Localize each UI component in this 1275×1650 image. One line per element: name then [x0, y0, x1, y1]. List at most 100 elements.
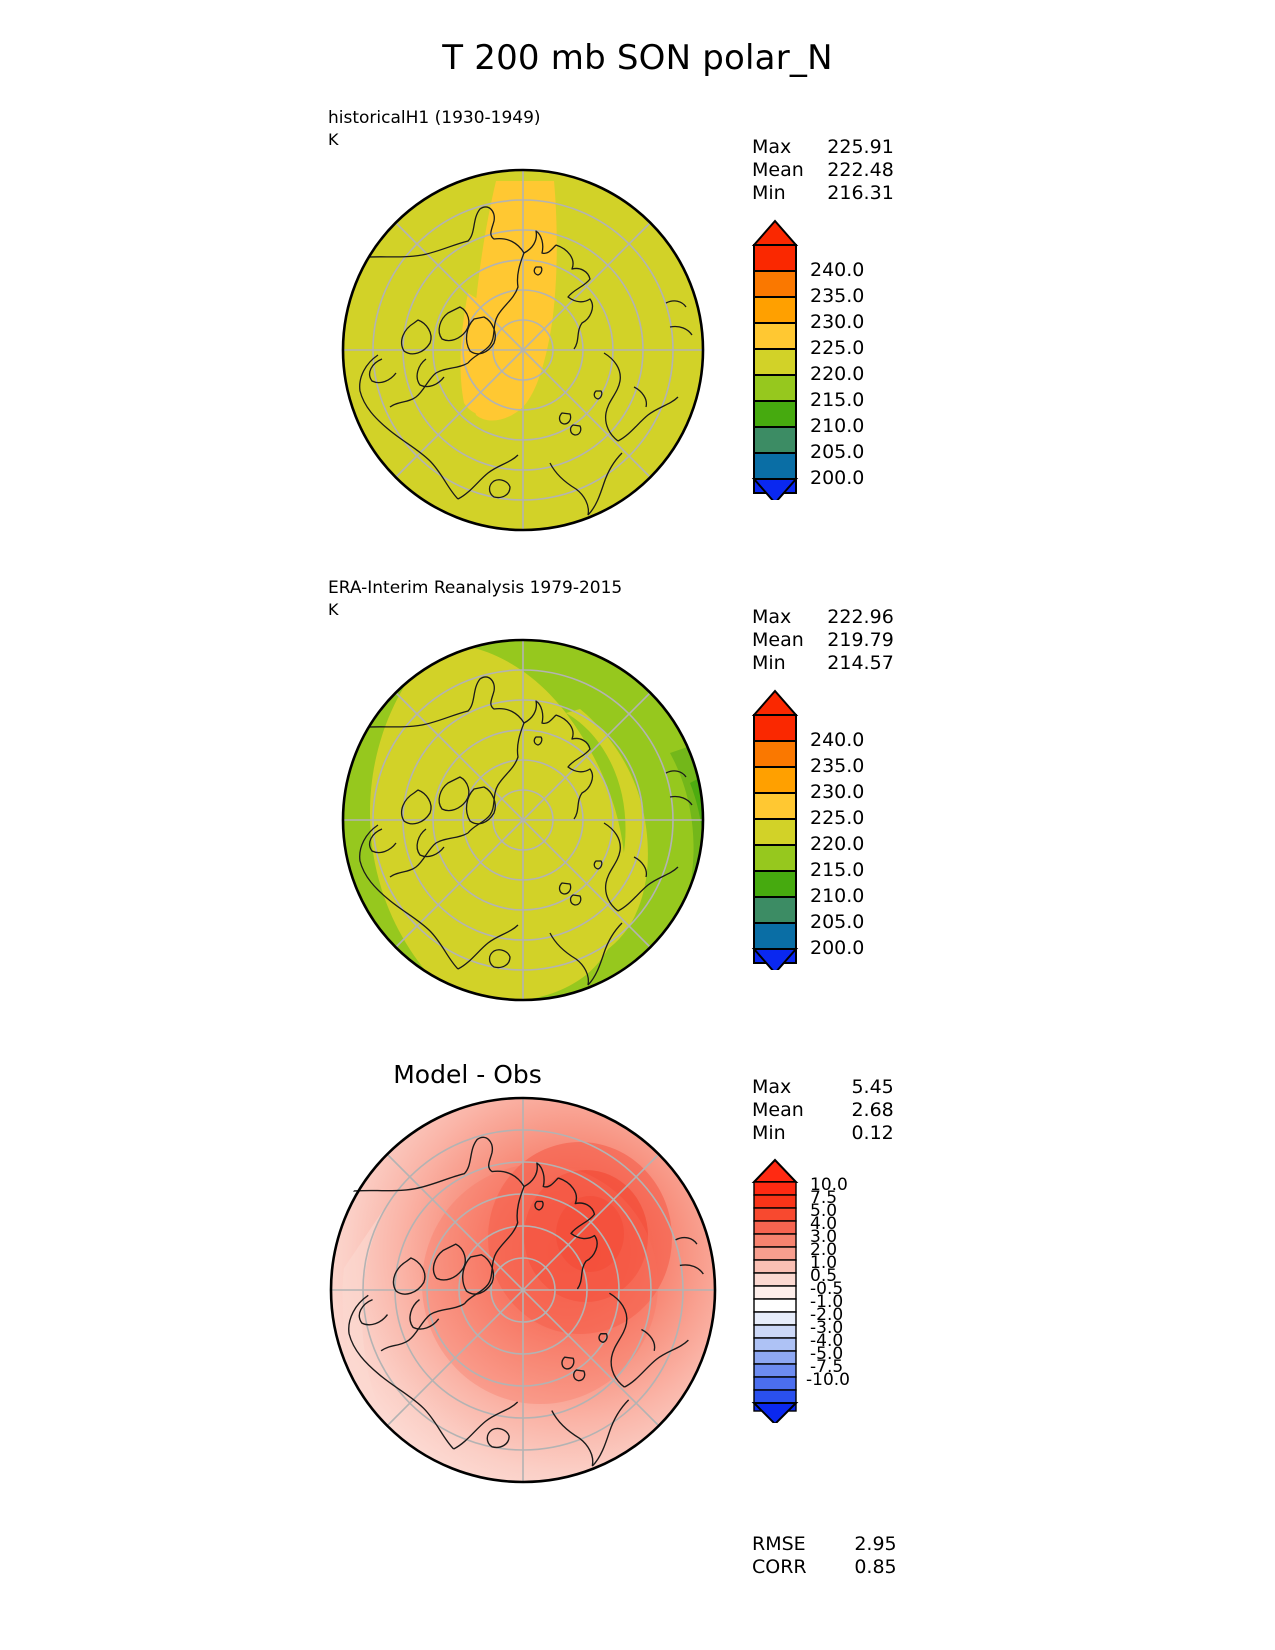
colorbar-tick-label: -3.0	[810, 1318, 844, 1338]
stat-row: Min 214.57	[752, 652, 894, 675]
stat-row: Max 225.91	[752, 136, 894, 159]
stat-value: 219.79	[827, 629, 894, 651]
colorbar-tick-label: 210.0	[810, 415, 865, 437]
panel-model-subtitle: historicalH1 (1930-1949)	[328, 108, 541, 128]
graticule-model	[343, 170, 703, 530]
footer-label: CORR	[752, 1556, 807, 1578]
colorbar-tick-label: -5.0	[810, 1344, 844, 1364]
colorbar-tick-label: 225.0	[810, 337, 865, 359]
contour-band-220-225-ext	[544, 709, 648, 970]
stat-row: Max 222.96	[752, 606, 894, 629]
graticule-obs	[343, 640, 703, 1000]
stat-value: 225.91	[827, 136, 894, 158]
colorbar-swatches	[751, 219, 799, 505]
stat-row: Mean 219.79	[752, 629, 894, 652]
stat-label: Min	[752, 1122, 786, 1144]
colorbar-tick-label: 4.0	[810, 1214, 838, 1234]
panel-obs-units: K	[328, 600, 339, 619]
footer-value: 0.85	[854, 1556, 897, 1578]
stat-label: Max	[752, 1076, 792, 1098]
coastlines-model	[353, 206, 693, 516]
map-limb-difference	[329, 1096, 717, 1484]
colorbar-tick-label: 200.0	[810, 467, 865, 489]
contour-band-210-215-east	[690, 763, 703, 933]
map-model	[318, 163, 728, 542]
stat-value: 222.48	[827, 159, 894, 181]
map-obs	[318, 633, 728, 1012]
contour-band-220-225-core	[370, 643, 626, 1000]
footer-row: RMSE 2.95	[752, 1533, 897, 1556]
colorbar-tick-label: -7.5	[810, 1357, 844, 1377]
stat-label: Max	[752, 606, 792, 628]
colorbar-tick-label: -2.0	[810, 1305, 844, 1325]
colorbar-tick-label: 230.0	[810, 311, 865, 333]
colorbar-obs: 240.0 235.0 230.0 225.0 220.0 215.0 210.…	[748, 685, 898, 975]
panel-difference-stats: Max 5.45 Mean 2.68 Min 0.12	[752, 1076, 894, 1145]
colorbar-swatches	[751, 689, 799, 975]
footer-row: CORR 0.85	[752, 1556, 897, 1579]
colorbar-tick-label: 1.0	[810, 1253, 838, 1273]
colorbar-tick-label: 230.0	[810, 781, 865, 803]
panel-model-stats: Max 225.91 Mean 222.48 Min 216.31	[752, 136, 894, 205]
stat-label: Mean	[752, 159, 804, 181]
stat-row: Mean 222.48	[752, 159, 894, 182]
map-limb-obs	[341, 638, 705, 1002]
colorbar-tick-label: 205.0	[810, 441, 865, 463]
colorbar-tick-label: 240.0	[810, 259, 865, 281]
stat-label: Max	[752, 136, 792, 158]
stat-row: Max 5.45	[752, 1076, 894, 1099]
colorbar-swatches	[751, 1158, 799, 1426]
coastlines-difference	[342, 1136, 704, 1467]
colorbar-tick-label: 235.0	[810, 285, 865, 307]
stat-value: 5.45	[851, 1076, 894, 1098]
colorbar-tick-label: 240.0	[810, 729, 865, 751]
stat-value: 222.96	[827, 606, 894, 628]
colorbar-tick-label: 210.0	[810, 885, 865, 907]
colorbar-tick-label: 10.0	[810, 1175, 848, 1195]
stat-label: Mean	[752, 1099, 804, 1121]
colorbar-tick-label: 2.0	[810, 1240, 838, 1260]
stat-row: Min 216.31	[752, 182, 894, 205]
colorbar-tick-label: 215.0	[810, 389, 865, 411]
stat-value: 2.68	[851, 1099, 894, 1121]
colorbar-tick-label: 220.0	[810, 833, 865, 855]
colorbar-tick-label: 205.0	[810, 911, 865, 933]
contour-band-225-230-lobe	[460, 293, 510, 416]
colorbar-tick-label: 200.0	[810, 937, 865, 959]
panel-obs-stats: Max 222.96 Mean 219.79 Min 214.57	[752, 606, 894, 675]
panel-obs-subtitle: ERA-Interim Reanalysis 1979-2015	[328, 578, 623, 598]
panel-difference-footer: RMSE 2.95 CORR 0.85	[752, 1533, 897, 1579]
stat-label: Min	[752, 182, 786, 204]
colorbar-tick-label: 3.0	[810, 1227, 838, 1247]
colorbar-tick-label: 215.0	[810, 859, 865, 881]
stat-row: Mean 2.68	[752, 1099, 894, 1122]
colorbar-tick-label: 225.0	[810, 807, 865, 829]
colorbar-difference: 10.0 7.5 5.0 4.0 3.0 2.0 1.0 0.5 -0.5 -1…	[748, 1158, 898, 1427]
colorbar-tick-label: -0.5	[810, 1279, 844, 1299]
stat-label: Min	[752, 652, 786, 674]
colorbar-tick-label: -1.0	[810, 1292, 844, 1312]
colorbar-tick-label: -10.0	[806, 1370, 850, 1390]
footer-label: RMSE	[752, 1533, 806, 1555]
colorbar-tick-label: 235.0	[810, 755, 865, 777]
stat-row: Min 0.12	[752, 1122, 894, 1145]
map-limb-model	[341, 168, 705, 532]
colorbar-tick-label: 220.0	[810, 363, 865, 385]
panel-difference-subtitle: Model - Obs	[393, 1060, 542, 1089]
stat-value: 0.12	[851, 1122, 894, 1144]
colorbar-tick-label: 5.0	[810, 1201, 838, 1221]
graticule-difference	[331, 1098, 715, 1482]
stat-label: Mean	[752, 629, 804, 651]
stat-value: 216.31	[827, 182, 894, 204]
coastlines-obs	[353, 676, 693, 986]
footer-value: 2.95	[854, 1533, 897, 1555]
colorbar-tick-label: 7.5	[810, 1188, 838, 1208]
map-difference	[318, 1088, 728, 1497]
stat-value: 214.57	[827, 652, 894, 674]
panel-model-units: K	[328, 130, 339, 149]
colorbar-model: 240.0 235.0 230.0 225.0 220.0 215.0 210.…	[748, 215, 898, 505]
colorbar-tick-label: 0.5	[810, 1266, 838, 1286]
colorbar-tick-label: -4.0	[810, 1331, 844, 1351]
page-title: T 200 mb SON polar_N	[442, 38, 833, 78]
